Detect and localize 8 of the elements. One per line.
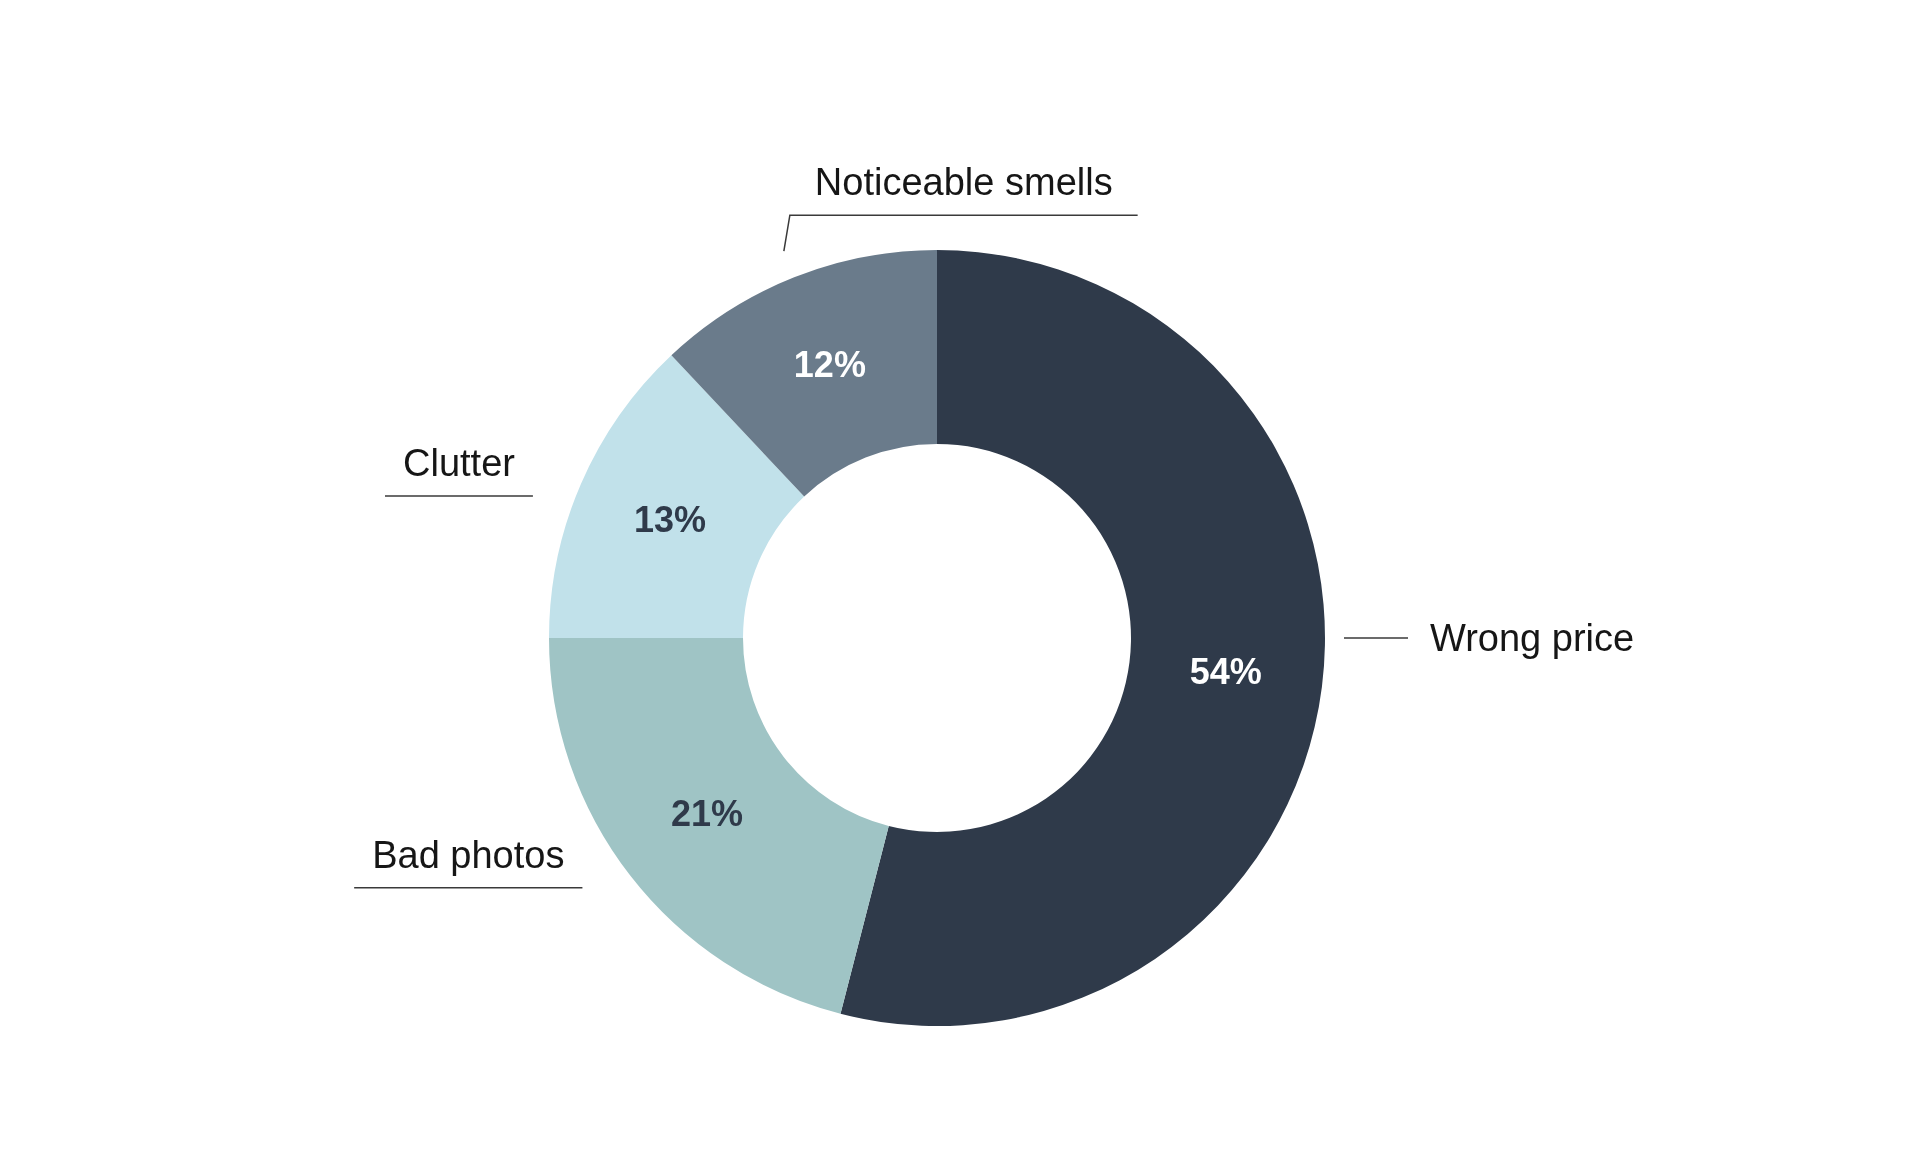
slice-label: Wrong price <box>1430 617 1635 660</box>
data-label: 13% <box>633 499 706 541</box>
slice-label: Noticeable smells <box>814 161 1113 204</box>
slice-label: Clutter <box>402 441 516 484</box>
data-label: 12% <box>793 344 866 386</box>
data-label: 54% <box>1189 651 1262 693</box>
data-label: 21% <box>671 793 744 835</box>
slice-label: Bad photos <box>372 833 565 876</box>
